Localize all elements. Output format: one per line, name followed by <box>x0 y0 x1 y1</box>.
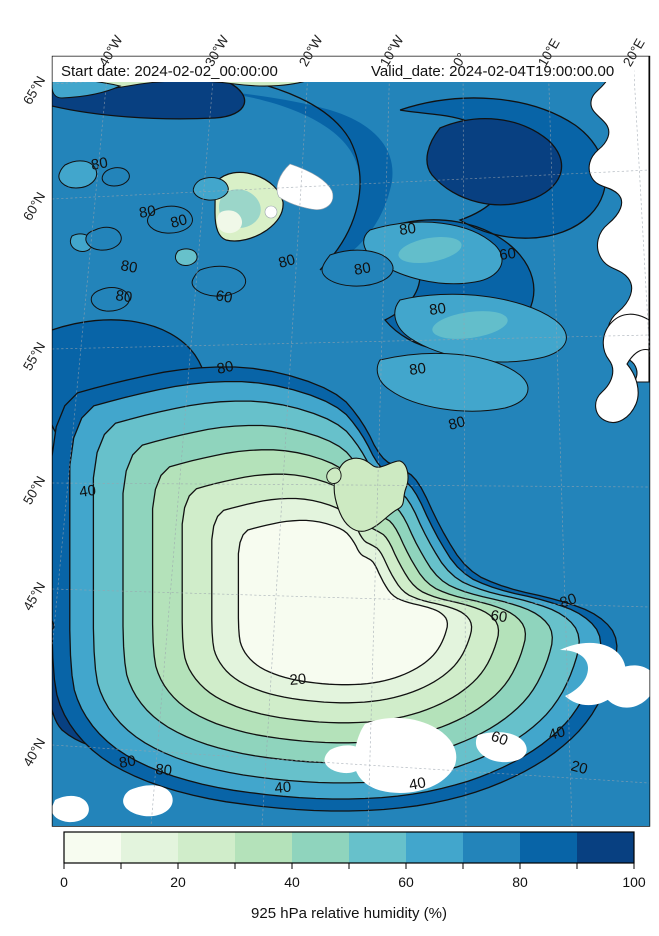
svg-text:80: 80 <box>119 257 138 277</box>
svg-text:60: 60 <box>489 607 508 626</box>
svg-text:80: 80 <box>155 761 173 779</box>
svg-text:60: 60 <box>498 245 517 264</box>
svg-text:40: 40 <box>284 874 300 890</box>
svg-text:60: 60 <box>398 874 414 890</box>
svg-text:80: 80 <box>428 300 447 319</box>
svg-text:80: 80 <box>118 752 137 772</box>
svg-text:80: 80 <box>408 360 427 379</box>
svg-text:80: 80 <box>353 259 372 279</box>
svg-text:20: 20 <box>289 671 307 689</box>
svg-text:60: 60 <box>214 287 233 307</box>
svg-text:0: 0 <box>60 874 68 890</box>
svg-text:80: 80 <box>215 358 235 378</box>
svg-text:20: 20 <box>170 874 186 890</box>
svg-text:80: 80 <box>398 220 417 239</box>
svg-text:40: 40 <box>78 482 97 501</box>
svg-text:40: 40 <box>274 779 292 797</box>
svg-text:80: 80 <box>512 874 528 890</box>
svg-text:100: 100 <box>622 874 646 890</box>
svg-text:Valid_date: 2024-02-04T19:00:0: Valid_date: 2024-02-04T19:00:00.00 <box>371 63 614 80</box>
svg-text:40: 40 <box>408 774 427 794</box>
svg-text:80: 80 <box>138 202 157 222</box>
svg-text:925 hPa relative humidity (%): 925 hPa relative humidity (%) <box>251 905 447 922</box>
svg-text:Start date: 2024-02-02_00:00:0: Start date: 2024-02-02_00:00:00 <box>61 63 278 80</box>
svg-text:80: 80 <box>114 287 133 306</box>
